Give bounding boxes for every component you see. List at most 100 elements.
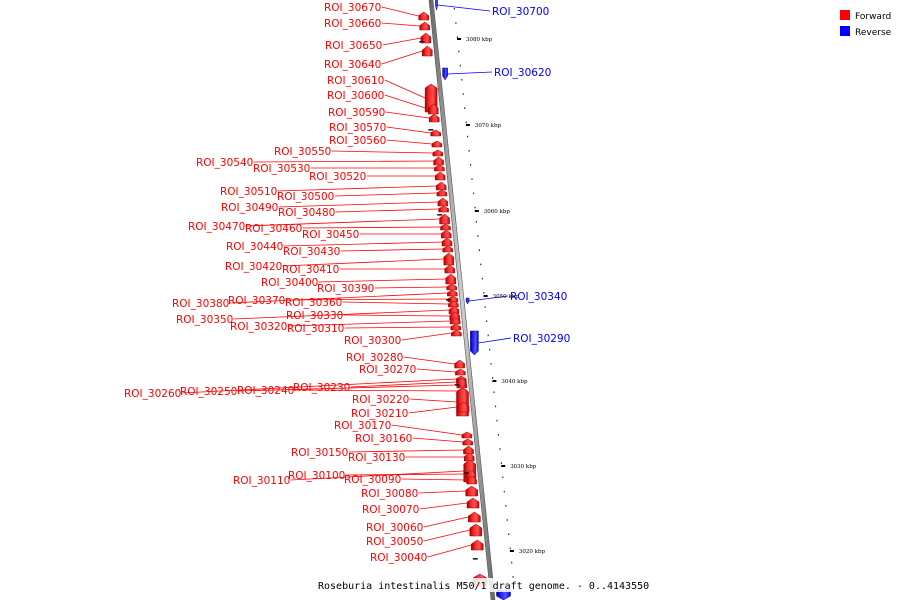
gene-label-roi-30330[interactable]: ROI_30330 — [286, 310, 343, 322]
gene-label-roi-30700[interactable]: ROI_30700 — [492, 6, 549, 18]
leader-line-roi-30210 — [408, 406, 458, 414]
gap-mark — [437, 214, 443, 216]
gene-label-roi-30560[interactable]: ROI_30560 — [329, 135, 386, 147]
gene-glyph-roi-30050 — [469, 523, 483, 537]
gene-label-roi-30280[interactable]: ROI_30280 — [346, 352, 403, 364]
leader-line-roi-30100 — [345, 473, 466, 476]
minor-tick — [477, 235, 479, 237]
gene-label-roi-30510[interactable]: ROI_30510 — [220, 186, 277, 198]
leader-line-roi-30340 — [469, 295, 509, 302]
gene-label-roi-30250[interactable]: ROI_30250 — [180, 386, 237, 398]
gene-label-roi-30470[interactable]: ROI_30470 — [188, 221, 245, 233]
gene-label-roi-30500[interactable]: ROI_30500 — [277, 191, 334, 203]
gene-label-roi-30380[interactable]: ROI_30380 — [172, 298, 229, 310]
gene-label-roi-30480[interactable]: ROI_30480 — [278, 207, 335, 219]
gene-label-roi-30150[interactable]: ROI_30150 — [291, 447, 348, 459]
legend-label-reverse: Reverse — [855, 28, 892, 38]
gene-label-roi-30230[interactable]: ROI_30230 — [293, 382, 350, 394]
gene-glyph-roi-30280 — [454, 359, 465, 369]
minor-tick — [475, 221, 477, 223]
gene-label-roi-30360[interactable]: ROI_30360 — [285, 297, 342, 309]
leader-line-roi-30060 — [423, 516, 469, 528]
gene-label-roi-30300[interactable]: ROI_30300 — [344, 335, 401, 347]
minor-tick — [481, 277, 483, 280]
gene-label-roi-30290[interactable]: ROI_30290 — [513, 333, 570, 345]
gene-label-roi-30550[interactable]: ROI_30550 — [274, 146, 331, 158]
gene-label-roi-30460[interactable]: ROI_30460 — [245, 223, 302, 235]
gene-glyph-roi-30700 — [435, 0, 438, 11]
gene-label-roi-30620[interactable]: ROI_30620 — [494, 67, 551, 79]
leader-line-roi-30170 — [391, 424, 463, 436]
gene-label-roi-30490[interactable]: ROI_30490 — [221, 202, 278, 214]
leader-line-roi-30290 — [478, 337, 512, 344]
gene-label-roi-30600[interactable]: ROI_30600 — [327, 90, 384, 102]
minor-tick — [503, 490, 505, 493]
gene-label-roi-30400[interactable]: ROI_30400 — [261, 277, 318, 289]
gene-label-roi-30660[interactable]: ROI_30660 — [324, 18, 381, 30]
gene-label-roi-30650[interactable]: ROI_30650 — [325, 40, 382, 52]
gene-label-roi-30070[interactable]: ROI_30070 — [362, 504, 419, 516]
gene-glyph-roi-30440 — [441, 237, 453, 247]
gene-label-roi-30050[interactable]: ROI_30050 — [366, 536, 423, 548]
gene-label-roi-30340[interactable]: ROI_30340 — [510, 291, 567, 303]
gene-label-roi-30110[interactable]: ROI_30110 — [233, 475, 290, 487]
gene-label-roi-30260[interactable]: ROI_30260 — [124, 388, 181, 400]
gene-glyph-roi-30270 — [455, 368, 466, 376]
legend-swatch-forward — [840, 10, 850, 20]
gene-glyph-roi-30210 — [456, 401, 470, 413]
gene-label-roi-30080[interactable]: ROI_30080 — [361, 488, 418, 500]
minor-tick — [478, 249, 480, 251]
gene-label-roi-30440[interactable]: ROI_30440 — [226, 241, 283, 253]
scale-ticks: 3080 kbp 3070 kbp 3060 kbp 3050 kbp 3040 kbp… — [419, 8, 545, 578]
major-tick — [501, 465, 506, 467]
leader-line-roi-30590 — [385, 111, 430, 119]
gene-label-roi-30570[interactable]: ROI_30570 — [329, 122, 386, 134]
gene-label-roi-30530[interactable]: ROI_30530 — [253, 163, 310, 175]
gene-label-roi-30450[interactable]: ROI_30450 — [302, 229, 359, 241]
gene-label-roi-30390[interactable]: ROI_30390 — [317, 283, 374, 295]
leader-line-roi-30420 — [282, 258, 444, 267]
gene-label-roi-30370[interactable]: ROI_30370 — [228, 295, 285, 307]
gene-label-roi-30350[interactable]: ROI_30350 — [176, 314, 233, 326]
gene-label-roi-30420[interactable]: ROI_30420 — [225, 261, 282, 273]
gene-label-roi-30060[interactable]: ROI_30060 — [366, 522, 423, 534]
gene-glyph-roi-30460 — [440, 223, 451, 231]
gene-label-roi-30100[interactable]: ROI_30100 — [288, 470, 345, 482]
leader-line-roi-30370 — [285, 298, 448, 301]
minor-tick — [453, 8, 455, 10]
gene-label-roi-30670[interactable]: ROI_30670 — [324, 2, 381, 14]
gene-label-roi-30520[interactable]: ROI_30520 — [309, 171, 366, 183]
gene-glyph-roi-30310 — [450, 323, 462, 331]
leader-line-roi-30220 — [409, 398, 457, 403]
gene-glyph-roi-30400 — [445, 273, 457, 285]
minor-tick — [455, 22, 457, 24]
gene-label-roi-30240[interactable]: ROI_30240 — [237, 385, 294, 397]
gene-label-roi-30130[interactable]: ROI_30130 — [348, 452, 405, 464]
gap-mark — [419, 41, 425, 43]
major-tick — [509, 550, 514, 552]
gene-label-roi-30640[interactable]: ROI_30640 — [324, 59, 381, 71]
leader-line-roi-30390 — [374, 286, 447, 289]
gene-label-roi-30270[interactable]: ROI_30270 — [359, 364, 416, 376]
leader-line-roi-30610 — [384, 79, 426, 99]
gene-glyph-roi-30550 — [432, 149, 444, 157]
leader-line-roi-30310 — [344, 326, 451, 329]
gene-label-roi-30320[interactable]: ROI_30320 — [230, 321, 287, 333]
gene-label-roi-30540[interactable]: ROI_30540 — [196, 157, 253, 169]
minor-tick — [512, 576, 514, 578]
gene-label-roi-30410[interactable]: ROI_30410 — [282, 264, 339, 276]
gene-label-roi-30310[interactable]: ROI_30310 — [287, 323, 344, 335]
gene-label-roi-30040[interactable]: ROI_30040 — [370, 552, 427, 564]
gene-label-roi-30160[interactable]: ROI_30160 — [355, 433, 412, 445]
gene-label-roi-30090[interactable]: ROI_30090 — [344, 474, 401, 486]
gene-label-roi-30220[interactable]: ROI_30220 — [352, 394, 409, 406]
gene-label-roi-30430[interactable]: ROI_30430 — [283, 246, 340, 258]
gene-label-roi-30210[interactable]: ROI_30210 — [351, 408, 408, 420]
gene-label-roi-30590[interactable]: ROI_30590 — [328, 107, 385, 119]
minor-tick — [456, 36, 458, 38]
gene-label-roi-30610[interactable]: ROI_30610 — [327, 75, 384, 87]
minor-tick — [505, 505, 507, 507]
gene-label-roi-30170[interactable]: ROI_30170 — [334, 420, 391, 432]
leader-line-roi-30150 — [348, 449, 464, 453]
